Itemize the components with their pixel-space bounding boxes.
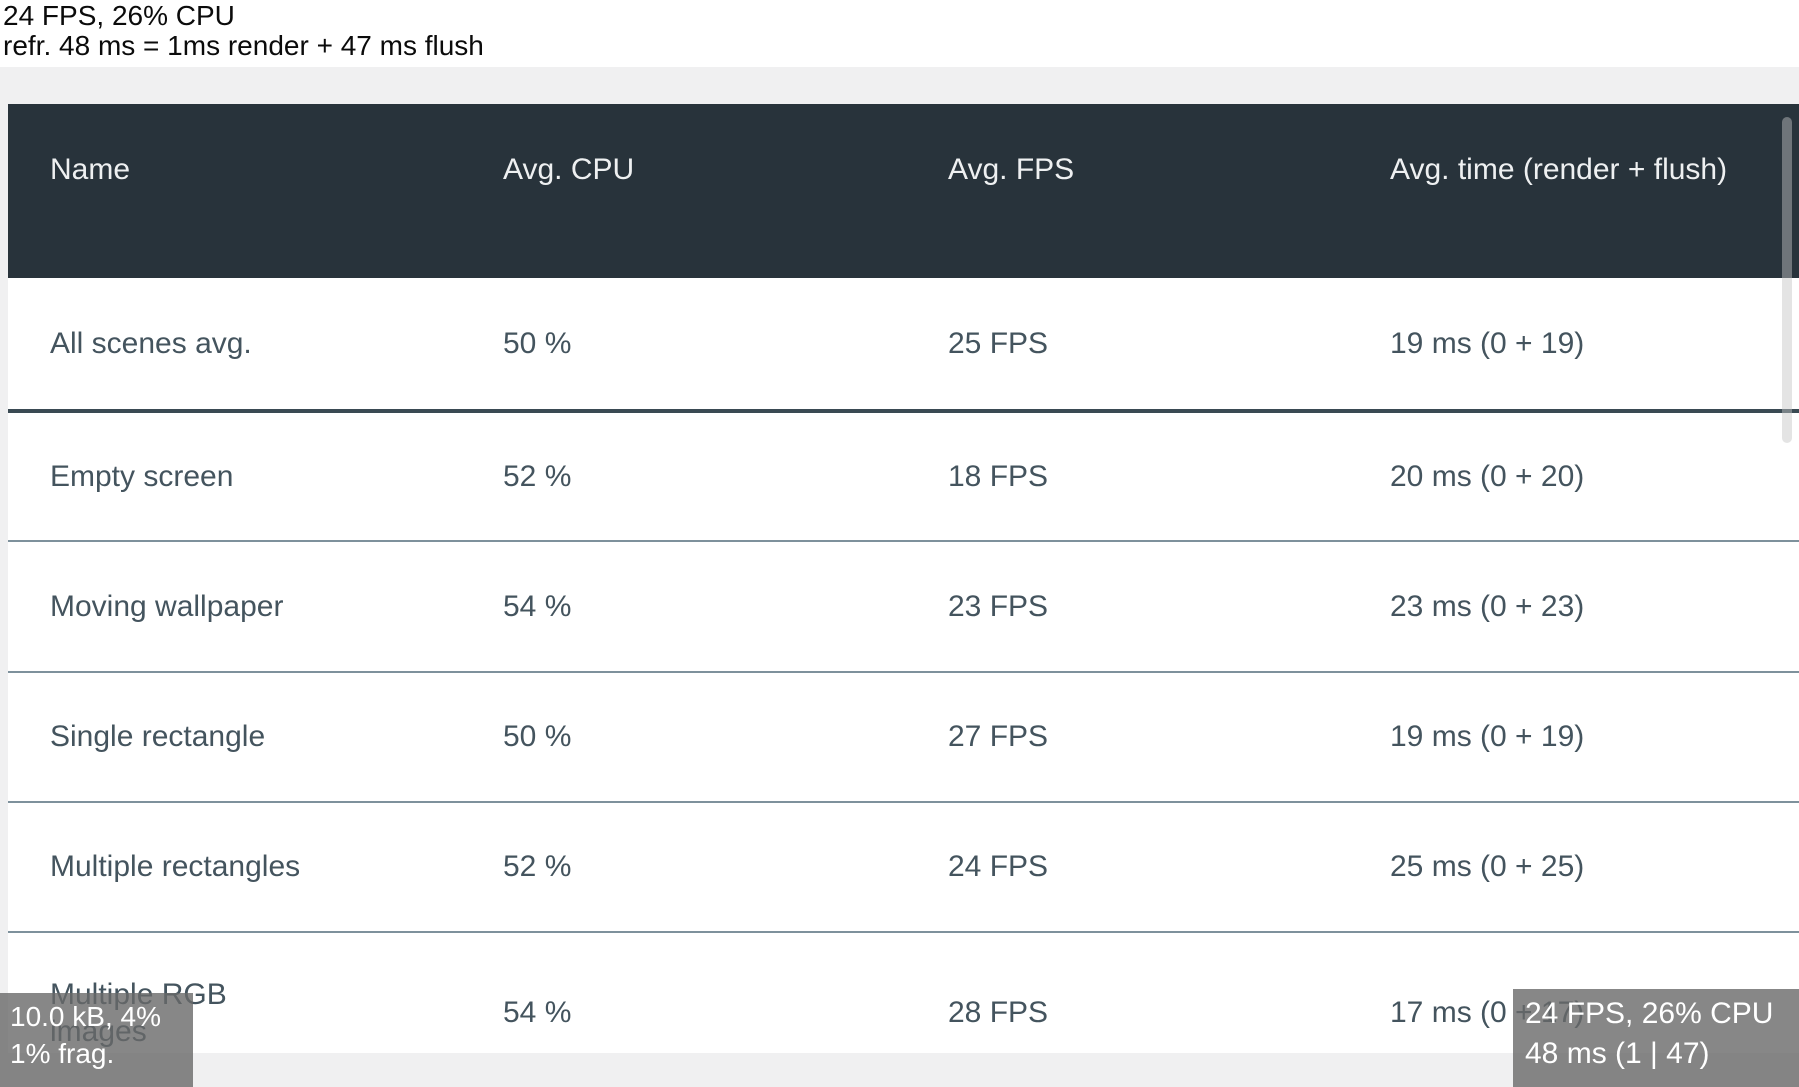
- table-row: All scenes avg. 50 % 25 FPS 19 ms (0 + 1…: [8, 278, 1799, 413]
- scene-cpu: 54 %: [503, 589, 572, 623]
- column-header-avg-time: Avg. time (render + flush): [1390, 153, 1728, 187]
- fragmentation-readout: 1% frag.: [10, 1038, 115, 1069]
- table-row: Empty screen 52 % 18 FPS 20 ms (0 + 20): [8, 413, 1799, 542]
- frame-time-readout: 48 ms (1 | 47): [1525, 1037, 1710, 1070]
- scene-fps: 25 FPS: [948, 326, 1049, 360]
- scene-cpu: 52 %: [503, 459, 572, 493]
- column-header-avg-cpu: Avg. CPU: [503, 153, 635, 187]
- scene-cpu: 52 %: [503, 850, 572, 884]
- scrollbar-thumb[interactable]: [1782, 117, 1792, 443]
- scene-name: Moving wallpaper: [50, 589, 284, 623]
- scene-fps: 18 FPS: [948, 459, 1049, 493]
- scene-name: Multiple rectangles: [50, 850, 301, 884]
- fps-hud-bottom-right: 24 FPS, 26% CPU 48 ms (1 | 47): [1513, 989, 1799, 1087]
- scene-cpu: 54 %: [503, 996, 572, 1030]
- scene-cpu: 50 %: [503, 720, 572, 754]
- fps-cpu-readout: 24 FPS, 26% CPU: [3, 0, 235, 31]
- memory-usage-readout: 10.0 kB, 4%: [10, 1001, 161, 1032]
- table-row: Moving wallpaper 54 % 23 FPS 23 ms (0 + …: [8, 542, 1799, 673]
- scene-name: Single rectangle: [50, 720, 266, 754]
- scene-time: 19 ms (0 + 19): [1390, 720, 1585, 754]
- scene-name: Empty screen: [50, 459, 234, 493]
- scene-fps: 24 FPS: [948, 850, 1049, 884]
- memory-hud-bottom-left: 10.0 kB, 4% 1% frag.: [0, 993, 193, 1087]
- scene-name: All scenes avg.: [50, 326, 252, 360]
- fps-hud-top-left: 24 FPS, 26% CPU refr. 48 ms = 1ms render…: [3, 1, 484, 61]
- scene-fps: 23 FPS: [948, 589, 1049, 623]
- table-header-row: Name Avg. CPU Avg. FPS Avg. time (render…: [8, 104, 1799, 278]
- scene-time: 19 ms (0 + 19): [1390, 326, 1585, 360]
- scene-fps: 28 FPS: [948, 996, 1049, 1030]
- scene-time: 23 ms (0 + 23): [1390, 589, 1585, 623]
- scene-time: 20 ms (0 + 20): [1390, 459, 1585, 493]
- table-row: Multiple rectangles 52 % 24 FPS 25 ms (0…: [8, 803, 1799, 933]
- scene-cpu: 50 %: [503, 326, 572, 360]
- refresh-time-readout: refr. 48 ms = 1ms render + 47 ms flush: [3, 30, 484, 61]
- table-row: Single rectangle 50 % 27 FPS 19 ms (0 + …: [8, 673, 1799, 803]
- scene-time: 25 ms (0 + 25): [1390, 850, 1585, 884]
- benchmark-results-table[interactable]: Name Avg. CPU Avg. FPS Avg. time (render…: [8, 104, 1799, 1053]
- scene-fps: 27 FPS: [948, 720, 1049, 754]
- fps-cpu-readout: 24 FPS, 26% CPU: [1525, 997, 1774, 1030]
- column-header-avg-fps: Avg. FPS: [948, 153, 1075, 187]
- column-header-name: Name: [50, 153, 131, 187]
